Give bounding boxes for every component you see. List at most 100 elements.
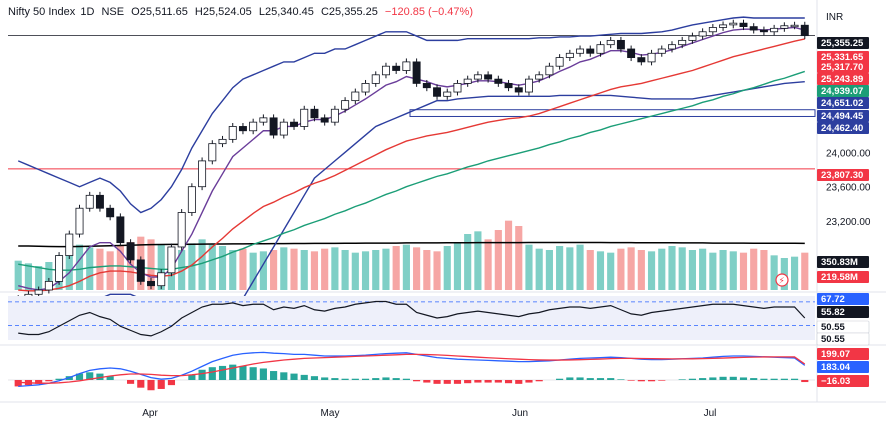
macd-histogram-bar bbox=[515, 380, 523, 384]
volume-bar bbox=[464, 234, 472, 290]
range-box bbox=[409, 109, 816, 117]
candle-body bbox=[279, 121, 288, 136]
volume-bar bbox=[719, 250, 727, 290]
macd-histogram-bar bbox=[249, 367, 257, 380]
macd-histogram-bar bbox=[647, 380, 656, 382]
macd-histogram-bar bbox=[55, 378, 63, 380]
macd-histogram-bar bbox=[729, 376, 737, 380]
price-value-text: 50.55 bbox=[821, 334, 845, 345]
volume-bar bbox=[96, 248, 104, 290]
macd-histogram-bar bbox=[86, 372, 94, 380]
price-value-tag bbox=[817, 122, 869, 134]
volume-bar bbox=[116, 246, 124, 290]
price-value-tag bbox=[816, 332, 870, 346]
macd-histogram-bar bbox=[484, 380, 492, 383]
volume-bar bbox=[474, 231, 482, 290]
macd-histogram-bar bbox=[443, 380, 451, 384]
alert-icon[interactable] bbox=[775, 273, 789, 287]
volume-bar bbox=[453, 242, 462, 290]
price-value-text: 199.07 bbox=[821, 349, 850, 360]
macd-histogram-bar bbox=[341, 378, 349, 380]
ema-mid-line bbox=[18, 38, 805, 292]
macd-histogram-bar bbox=[382, 377, 390, 380]
macd-line bbox=[18, 351, 806, 388]
candle-body bbox=[555, 57, 564, 67]
macd-histogram-bar bbox=[14, 380, 22, 387]
macd-histogram-bar bbox=[167, 380, 176, 386]
candle-body bbox=[187, 186, 196, 213]
price-value-tag bbox=[817, 110, 869, 122]
candle-body bbox=[524, 78, 533, 93]
macd-histogram-bar bbox=[35, 380, 43, 384]
volume-bar bbox=[372, 250, 380, 290]
candle-body bbox=[269, 117, 278, 136]
price-value-tag bbox=[817, 169, 869, 181]
macd-histogram-bar bbox=[96, 373, 104, 380]
candle-body bbox=[637, 57, 646, 63]
price-value-text: 50.55 bbox=[821, 322, 845, 333]
macd-histogram-bar bbox=[259, 368, 267, 380]
price-value-text: 24,939.07 bbox=[821, 86, 863, 97]
macd-histogram-bar bbox=[198, 369, 206, 380]
volume-bar bbox=[617, 248, 625, 290]
exchange: NSE bbox=[101, 6, 125, 18]
macd-histogram-bar bbox=[504, 380, 513, 384]
volume-bar bbox=[556, 246, 564, 290]
macd-histogram-bar bbox=[678, 379, 686, 380]
candle-body bbox=[545, 65, 554, 76]
price-value-tag bbox=[817, 361, 869, 373]
volume-bar bbox=[351, 252, 359, 290]
macd-histogram-bar bbox=[607, 378, 615, 380]
volume-bar bbox=[86, 247, 94, 290]
candle-body bbox=[341, 100, 350, 110]
candle-body bbox=[412, 61, 421, 84]
macd-histogram-bar bbox=[566, 377, 574, 380]
macd-histogram-bar bbox=[494, 380, 502, 383]
macd-histogram-bar bbox=[239, 365, 247, 380]
macd-signal-line bbox=[18, 353, 806, 384]
candle-body bbox=[106, 207, 115, 218]
candle-body bbox=[433, 87, 442, 97]
macd-histogram-bar bbox=[688, 378, 696, 380]
macd-histogram-bar bbox=[750, 378, 758, 380]
open-value: O25,511.65 bbox=[131, 6, 188, 18]
candle-body bbox=[167, 246, 176, 274]
candle-body bbox=[770, 27, 779, 33]
interval[interactable]: 1D bbox=[80, 6, 95, 18]
candle-body bbox=[719, 24, 728, 28]
candle-body bbox=[780, 25, 789, 29]
price-value-text: 25,243.89 bbox=[821, 74, 863, 85]
price-value-tag bbox=[817, 73, 869, 85]
volume-bar bbox=[310, 251, 319, 290]
macd-histogram-bar bbox=[137, 380, 145, 388]
candle-body bbox=[177, 212, 186, 248]
candle-body bbox=[259, 117, 268, 123]
volume-bar bbox=[637, 250, 645, 290]
macd-histogram-bar bbox=[392, 378, 400, 380]
lightning-icon[interactable]: ⚡ bbox=[779, 277, 785, 287]
price-tick-label: 24,000.00 bbox=[826, 148, 871, 159]
price-value-text: 67.72 bbox=[821, 294, 845, 305]
price-value-tag bbox=[817, 293, 869, 305]
volume-bar bbox=[147, 239, 155, 290]
macd-histogram-bar bbox=[658, 380, 666, 381]
symbol-name[interactable]: Nifty 50 Index bbox=[8, 6, 76, 18]
price-value-text: −16.03 bbox=[821, 376, 850, 387]
price-value-tag bbox=[817, 61, 869, 73]
volume-bar bbox=[300, 250, 308, 290]
candle-body bbox=[616, 39, 625, 50]
macd-histogram-bar bbox=[361, 378, 370, 380]
volume-bar bbox=[229, 250, 237, 290]
macd-histogram-bar bbox=[413, 380, 421, 382]
candle-body bbox=[790, 24, 799, 28]
price-value-tag bbox=[817, 375, 869, 387]
candle-body bbox=[300, 108, 309, 127]
volume-bar bbox=[35, 266, 43, 290]
price-value-text: 25,331.65 bbox=[821, 52, 864, 63]
x-tick-label: Jun bbox=[512, 408, 528, 419]
macd-histogram-bar bbox=[331, 378, 339, 380]
candle-body bbox=[678, 39, 687, 46]
candle-body bbox=[85, 194, 94, 209]
macd-histogram-bar bbox=[423, 380, 431, 383]
